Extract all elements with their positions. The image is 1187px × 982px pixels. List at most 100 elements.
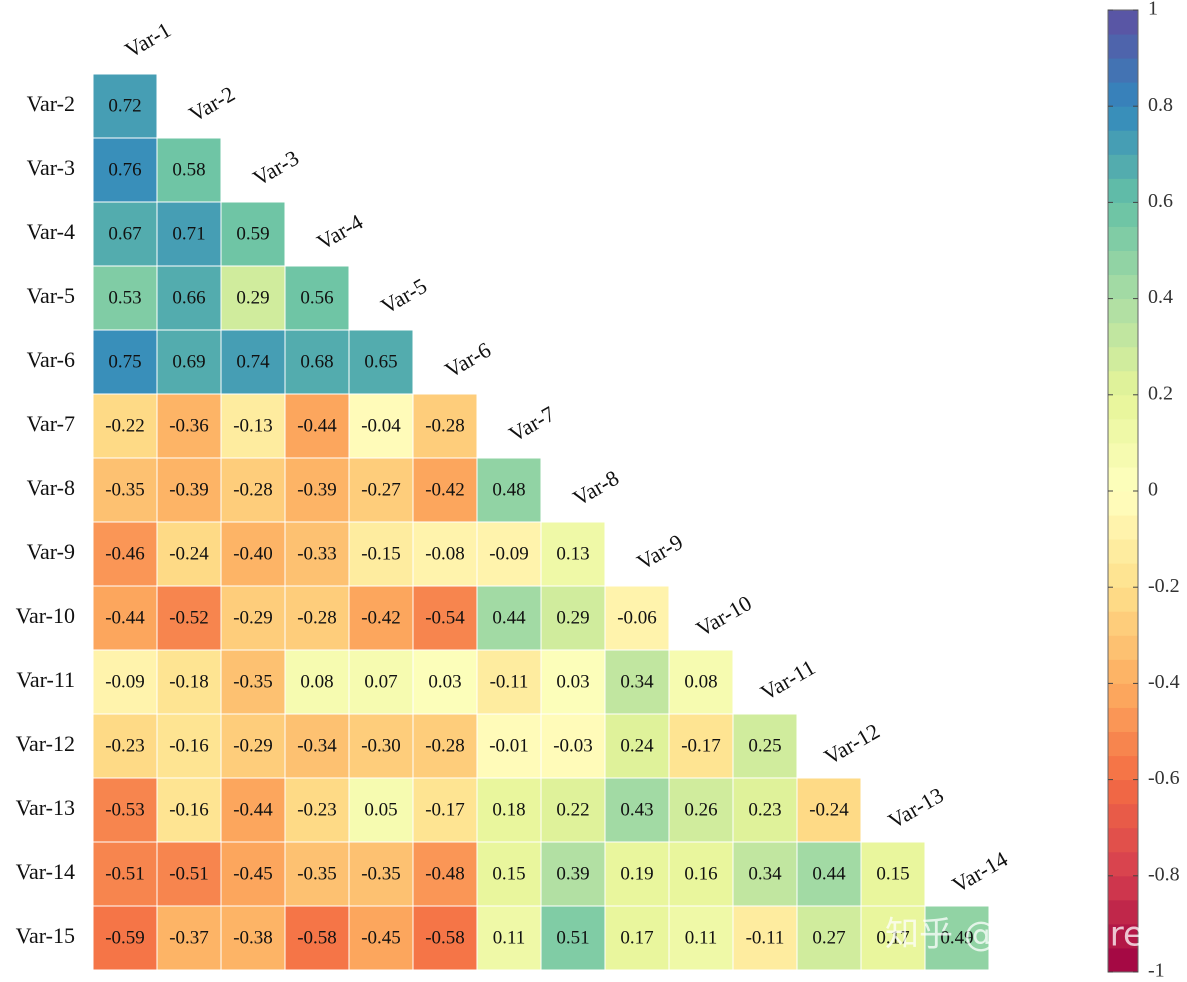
cell-label: -0.44 xyxy=(297,415,337,436)
cell-label: 0.75 xyxy=(108,351,141,372)
cell-label: -0.42 xyxy=(361,607,401,628)
colorbar-band xyxy=(1108,82,1138,107)
colorbar-tick-label: -0.4 xyxy=(1148,671,1180,693)
cell-label: -0.39 xyxy=(169,479,209,500)
heatmap-cell xyxy=(604,905,670,971)
cell-label: 0.69 xyxy=(172,351,205,372)
heatmap-cell xyxy=(284,329,350,395)
cell-label: 0.29 xyxy=(556,607,589,628)
watermark: 知乎 @slandarer xyxy=(885,915,1158,955)
colorbar-band xyxy=(1108,226,1138,251)
row-label: Var-8 xyxy=(27,475,75,500)
heatmap-cell xyxy=(860,841,926,907)
heatmap-cell xyxy=(92,393,158,459)
heatmap-cell xyxy=(284,713,350,779)
colorbar-band xyxy=(1108,659,1138,684)
cell-label: -0.04 xyxy=(361,415,401,436)
cell-label: 0.29 xyxy=(236,287,269,308)
cell-label: 0.15 xyxy=(876,863,909,884)
colorbar-band xyxy=(1108,539,1138,564)
cell-label: 0.53 xyxy=(108,287,141,308)
heatmap-cell xyxy=(412,393,478,459)
cell-label: 0.11 xyxy=(685,927,718,948)
cell-label: -0.45 xyxy=(361,927,401,948)
heatmap-cell xyxy=(604,649,670,715)
cell-label: 0.17 xyxy=(876,927,909,948)
cell-label: -0.34 xyxy=(297,735,337,756)
cell-label: 0.25 xyxy=(748,735,781,756)
cell-label: 0.58 xyxy=(172,159,205,180)
cell-label: 0.05 xyxy=(364,799,397,820)
colorbar-band xyxy=(1108,803,1138,829)
heatmap-cell xyxy=(732,713,798,779)
row-label: Var-3 xyxy=(27,155,75,180)
cell-label: 0.68 xyxy=(300,351,333,372)
column-label: Var-1 xyxy=(121,17,175,63)
cell-label: -0.17 xyxy=(681,735,721,756)
cell-label: -0.29 xyxy=(233,735,273,756)
colorbar-band xyxy=(1108,202,1138,227)
heatmap-cell xyxy=(668,649,734,715)
column-label: Var-5 xyxy=(377,273,431,319)
heatmap-cell xyxy=(92,585,158,651)
cell-label: -0.35 xyxy=(233,671,273,692)
cell-label: -0.01 xyxy=(489,735,529,756)
heatmap-cell xyxy=(732,777,798,843)
heatmap-cell xyxy=(476,905,542,971)
heatmap-cell xyxy=(220,777,286,843)
cell-label: 0.23 xyxy=(748,799,781,820)
colorbar-band xyxy=(1108,154,1138,179)
heatmap-cell xyxy=(284,649,350,715)
heatmap-cell xyxy=(284,905,350,971)
colorbar-band xyxy=(1108,875,1138,901)
heatmap-cell xyxy=(92,457,158,523)
cell-label: -0.18 xyxy=(169,671,209,692)
heatmap-cell xyxy=(412,777,478,843)
heatmap-cell xyxy=(92,521,158,587)
colorbar-band xyxy=(1108,394,1138,420)
heatmap-cell xyxy=(156,777,222,843)
cell-label: -0.44 xyxy=(105,607,145,628)
cell-label: 0.03 xyxy=(428,671,461,692)
heatmap-cell xyxy=(796,905,862,971)
cell-label: 0.26 xyxy=(684,799,717,820)
cell-label: 0.51 xyxy=(556,927,589,948)
cell-label: 0.56 xyxy=(300,287,333,308)
colorbar-band xyxy=(1108,442,1138,468)
cell-label: -0.06 xyxy=(617,607,657,628)
colorbar-band xyxy=(1108,466,1138,492)
heatmap-cell xyxy=(220,649,286,715)
cell-label: -0.36 xyxy=(169,415,209,436)
row-label: Var-14 xyxy=(16,859,75,884)
cell-label: 0.34 xyxy=(620,671,654,692)
heatmap-cell xyxy=(92,73,158,139)
cell-label: -0.16 xyxy=(169,799,209,820)
heatmap-cell xyxy=(92,649,158,715)
cell-label: -0.42 xyxy=(425,479,465,500)
colorbar-tick-label: 0.4 xyxy=(1148,286,1173,308)
heatmap-cell xyxy=(540,649,606,715)
cell-label: -0.09 xyxy=(489,543,529,564)
cell-label: 0.72 xyxy=(108,95,141,116)
heatmap-cell xyxy=(348,393,414,459)
heatmap-cell xyxy=(412,457,478,523)
heatmap-cell xyxy=(412,649,478,715)
colorbar-band xyxy=(1108,683,1138,708)
cell-label: 0.66 xyxy=(172,287,205,308)
cell-label: -0.52 xyxy=(169,607,209,628)
colorbar-band xyxy=(1108,346,1138,372)
row-label: Var-4 xyxy=(27,219,75,244)
colorbar-band xyxy=(1108,779,1138,805)
cell-label: -0.11 xyxy=(490,671,529,692)
heatmap-cell xyxy=(604,585,670,651)
column-label: Var-7 xyxy=(505,401,559,447)
cell-label: 0.17 xyxy=(620,927,653,948)
cell-label: -0.23 xyxy=(297,799,337,820)
heatmap-cell xyxy=(540,521,606,587)
heatmap-cell xyxy=(284,777,350,843)
heatmap-cell xyxy=(284,457,350,523)
cell-label: -0.29 xyxy=(233,607,273,628)
cell-label: -0.51 xyxy=(105,863,145,884)
cell-label: -0.45 xyxy=(233,863,273,884)
cell-label: -0.16 xyxy=(169,735,209,756)
